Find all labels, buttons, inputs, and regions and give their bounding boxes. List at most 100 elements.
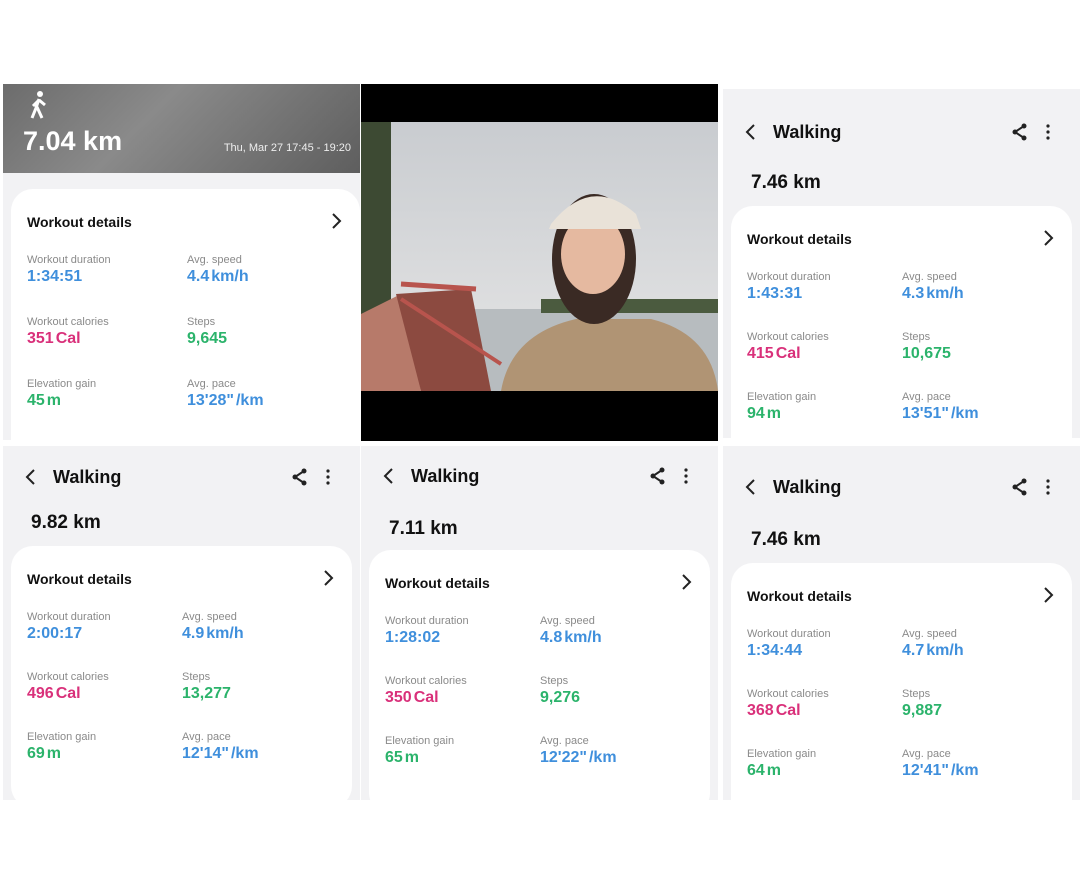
stat-value: 1:34:51	[27, 268, 82, 286]
stat-label: Workout duration	[385, 615, 469, 627]
stat-value: 45 m	[27, 392, 61, 410]
more-button[interactable]	[1038, 122, 1058, 147]
stat-label: Workout calories	[747, 331, 829, 343]
card: Workout details Workout duration 1:34:51 Av…	[11, 189, 360, 440]
header-image: 7.04 km Thu, Mar 27 17:45 - 19:20	[3, 84, 360, 173]
value: 9,276	[540, 689, 581, 706]
value: 351	[27, 330, 54, 347]
open-details[interactable]	[1038, 228, 1058, 253]
value: 2:00:17	[27, 625, 83, 642]
value: 64	[747, 762, 765, 779]
stat-value: 4.8 km/h	[540, 629, 602, 647]
stat-label: Avg. speed	[187, 254, 242, 266]
stat-label: Avg. speed	[902, 628, 957, 640]
back-button[interactable]	[741, 122, 761, 147]
value: 1:34:44	[747, 642, 803, 659]
distance: 7.46 km	[751, 172, 821, 193]
value: 65	[385, 749, 403, 766]
share-button[interactable]	[1010, 122, 1030, 147]
unit: km/h	[564, 629, 602, 646]
stat-label: Avg. speed	[182, 611, 237, 623]
stat-value: 1:28:02	[385, 629, 440, 647]
card-title: Workout details	[747, 231, 852, 247]
back-button[interactable]	[379, 466, 399, 491]
stat-label: Workout calories	[747, 688, 829, 700]
distance: 7.11 km	[389, 518, 458, 539]
stat-label: Avg. pace	[902, 748, 951, 760]
distance: 7.04 km	[23, 126, 123, 156]
stat-value: 12'14"/km	[182, 745, 259, 763]
back-button[interactable]	[741, 477, 761, 502]
stat-value: 13'51"/km	[902, 405, 979, 423]
value: 12'14"	[182, 745, 229, 762]
stat-label: Elevation gain	[747, 748, 817, 760]
value: 4.9	[182, 625, 205, 642]
stat-label: Workout duration	[747, 628, 831, 640]
stat-value: 9,887	[902, 702, 942, 720]
panel: Walking 9.82 km Workout details Workout dur…	[3, 446, 360, 800]
open-details[interactable]	[326, 211, 346, 236]
stat-label: Steps	[187, 316, 216, 328]
walk-icon	[29, 90, 49, 125]
share-button[interactable]	[1010, 477, 1030, 502]
stat-label: Steps	[540, 675, 569, 687]
card: Workout details Workout duration 1:28:02 Av…	[369, 550, 710, 800]
stat-value: 4.3 km/h	[902, 285, 964, 303]
stat-value: 94 m	[747, 405, 781, 423]
stat-label: Steps	[902, 331, 931, 343]
unit: /km	[235, 392, 264, 409]
unit: km/h	[926, 642, 964, 659]
value: 4.7	[902, 642, 925, 659]
open-details[interactable]	[676, 572, 696, 597]
panel: Walking 7.46 km Workout details Workout dur…	[723, 89, 1080, 438]
value: 13'28"	[187, 392, 234, 409]
unit: km/h	[211, 268, 249, 285]
value: 1:28:02	[385, 629, 441, 646]
more-button[interactable]	[1038, 477, 1058, 502]
more-button[interactable]	[676, 466, 696, 491]
back-button[interactable]	[21, 467, 41, 492]
stat-value: 65 m	[385, 749, 419, 767]
value: 415	[747, 345, 774, 362]
more-button[interactable]	[318, 467, 338, 492]
stat-value: 2:00:17	[27, 625, 82, 643]
value: 94	[747, 405, 765, 422]
stat-label: Workout calories	[27, 671, 109, 683]
panel: Walking 7.46 km Workout details Workout dur…	[723, 446, 1080, 800]
value: 9,887	[902, 702, 943, 719]
value: 350	[385, 689, 412, 706]
unit: /km	[950, 405, 979, 422]
stat-value: 12'22"/km	[540, 749, 617, 767]
panel: Walking 7.11 km Workout details Workout dur…	[361, 446, 718, 800]
stat-label: Workout calories	[27, 316, 109, 328]
title: Walking	[411, 466, 480, 486]
card-title: Workout details	[27, 571, 132, 587]
value: 1:43:31	[747, 285, 803, 302]
unit: m	[46, 745, 62, 762]
stat-value: 13'28"/km	[187, 392, 264, 410]
open-details[interactable]	[318, 568, 338, 593]
value: 1:34:51	[27, 268, 83, 285]
stat-label: Workout duration	[27, 254, 111, 266]
date: Thu, Mar 27 17:45 - 19:20	[223, 142, 351, 154]
stat-value: 351 Cal	[27, 330, 81, 348]
stat-value: 10,675	[902, 345, 951, 363]
stat-value: 350 Cal	[385, 689, 439, 707]
value: 496	[27, 685, 54, 702]
unit: /km	[950, 762, 979, 779]
card: Workout details Workout duration 1:43:31 Av…	[731, 206, 1072, 438]
stat-value: 1:43:31	[747, 285, 802, 303]
stat-label: Elevation gain	[27, 378, 97, 390]
open-details[interactable]	[1038, 585, 1058, 610]
share-button[interactable]	[290, 467, 310, 492]
unit: Cal	[413, 689, 439, 706]
stat-label: Workout duration	[747, 271, 831, 283]
stat-value: 13,277	[182, 685, 231, 703]
distance: 7.46 km	[751, 529, 821, 550]
stat-label: Elevation gain	[747, 391, 817, 403]
stat-label: Avg. speed	[540, 615, 595, 627]
value: 12'41"	[902, 762, 949, 779]
share-button[interactable]	[648, 466, 668, 491]
unit: m	[766, 405, 782, 422]
